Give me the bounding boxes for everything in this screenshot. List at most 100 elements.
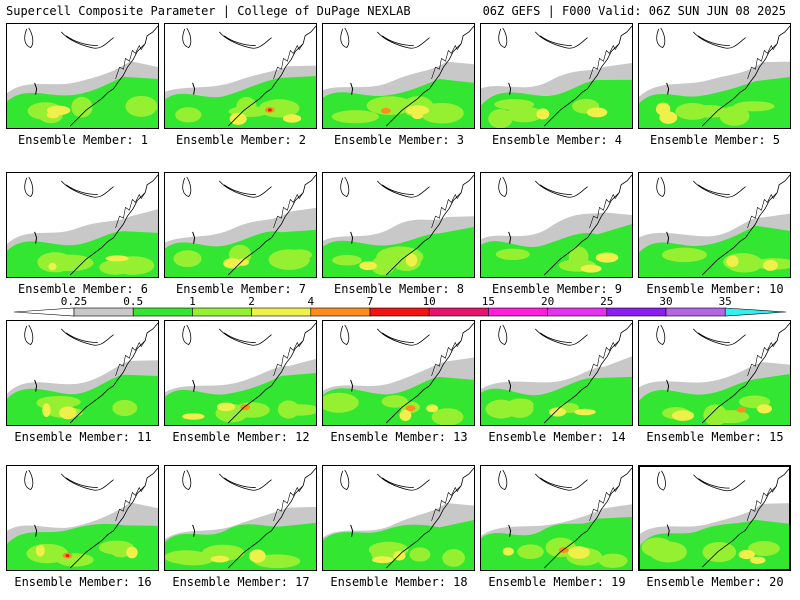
inland-feature [34,82,38,95]
member-map-plot [639,174,790,277]
lake-outline [218,180,272,198]
ensemble-member-map[interactable] [480,172,633,278]
coastline [69,467,158,569]
lake-outline [376,328,430,346]
ensemble-member-map[interactable] [164,23,317,129]
ensemble-member-map[interactable] [164,320,317,426]
bay-outline [431,340,462,377]
ensemble-member-map[interactable] [6,465,159,571]
bay-outline [747,192,778,229]
lake-outline [24,469,34,490]
colorbar-tick-label: 0.5 [123,295,144,308]
inland-feature [508,379,512,392]
ensemble-member-map[interactable] [638,320,791,426]
sfc-yellow-contour [750,556,766,564]
member-map-plot [7,25,158,128]
inland-feature [350,82,354,95]
lake-outline [60,180,114,198]
bay-outline [747,340,778,377]
coastline [701,25,790,127]
sfc-yellow-contour [586,107,608,118]
sfc-lightgreen-contour [409,547,431,562]
sfc-lightgreen-contour [268,249,310,270]
ensemble-member-map[interactable] [164,172,317,278]
ensemble-member-map[interactable] [6,23,159,129]
inland-feature [34,231,38,244]
ensemble-member-map[interactable] [638,465,791,571]
sfc-lightgreen-contour [649,541,687,563]
colorbar-segment [251,307,312,317]
sfc-yellow-contour [46,111,60,119]
coastline [701,174,790,276]
colorbar-segment [428,307,489,317]
ensemble-member-map[interactable] [6,320,159,426]
lake-outline [340,324,350,345]
coastline [701,322,790,424]
lake-outline [376,31,430,49]
sfc-yellow-contour [223,258,241,269]
ensemble-member-map[interactable] [480,23,633,129]
sfc-lightgreen-contour [661,247,707,263]
sfc-yellow-contour [567,546,590,559]
coastline [543,467,632,569]
ensemble-member-map[interactable] [6,172,159,278]
member-map-plot [481,322,632,425]
lake-outline [534,180,588,198]
member-map-plot [7,322,158,425]
bay-outline [747,43,778,80]
sfc-yellow-contour [42,403,51,417]
lake-outline [693,474,746,492]
lake-outline [60,328,114,346]
sfc-yellow-contour [105,255,129,262]
sfc-lightgreen-contour [323,392,359,413]
sfc-lightgreen-contour [202,544,245,561]
sfc-red-contour [267,108,272,112]
ensemble-member-map[interactable] [322,23,475,129]
member-map-plot [481,467,632,570]
coastline [385,25,474,127]
bay-outline [273,43,304,80]
coastline [385,174,474,276]
colorbar-under-arrow [13,307,75,317]
colorbar-tick-label: 15 [481,295,496,308]
member-map-plot [7,174,158,277]
sfc-orange-contour [405,405,416,412]
sfc-yellow-contour [726,255,739,267]
sfc-yellow-contour [502,547,514,556]
ensemble-member-map[interactable] [164,465,317,571]
member-map-plot [639,322,790,425]
sfc-yellow-contour [210,555,230,563]
inland-feature [666,231,670,244]
member-map-plot [323,174,474,277]
sfc-lightgreen-contour [125,95,158,117]
lake-outline [692,328,746,346]
inland-feature [508,231,512,244]
lake-outline [340,176,350,197]
bay-outline [589,340,620,377]
ensemble-member-map[interactable] [480,465,633,571]
ensemble-member-map[interactable] [322,320,475,426]
sfc-yellow-contour [580,264,602,273]
member-map-plot [481,174,632,277]
member-label: Ensemble Member: 11 [14,430,152,444]
ensemble-member-map[interactable] [480,320,633,426]
colorbar-segment [73,307,134,317]
colorbar-segment [547,307,608,317]
ensemble-member-map[interactable] [322,172,475,278]
lake-outline [534,473,588,491]
inland-feature [350,379,354,392]
ensemble-member-map[interactable] [638,23,791,129]
sfc-yellow-contour [738,549,755,560]
sfc-lightgreen-contour [37,252,74,273]
member-label: Ensemble Member: 9 [491,282,623,296]
ensemble-member-map[interactable] [322,465,475,571]
ensemble-member-map[interactable] [638,172,791,278]
sfc-yellow-contour [48,262,57,271]
sfc-lightgreen-contour [675,102,711,120]
colorbar-over-arrow [724,307,787,317]
bay-outline [746,486,777,521]
coastline [702,468,789,568]
sfc-lightgreen-contour [165,550,208,565]
lake-outline [60,31,114,49]
sfc-yellow-contour [763,259,778,271]
